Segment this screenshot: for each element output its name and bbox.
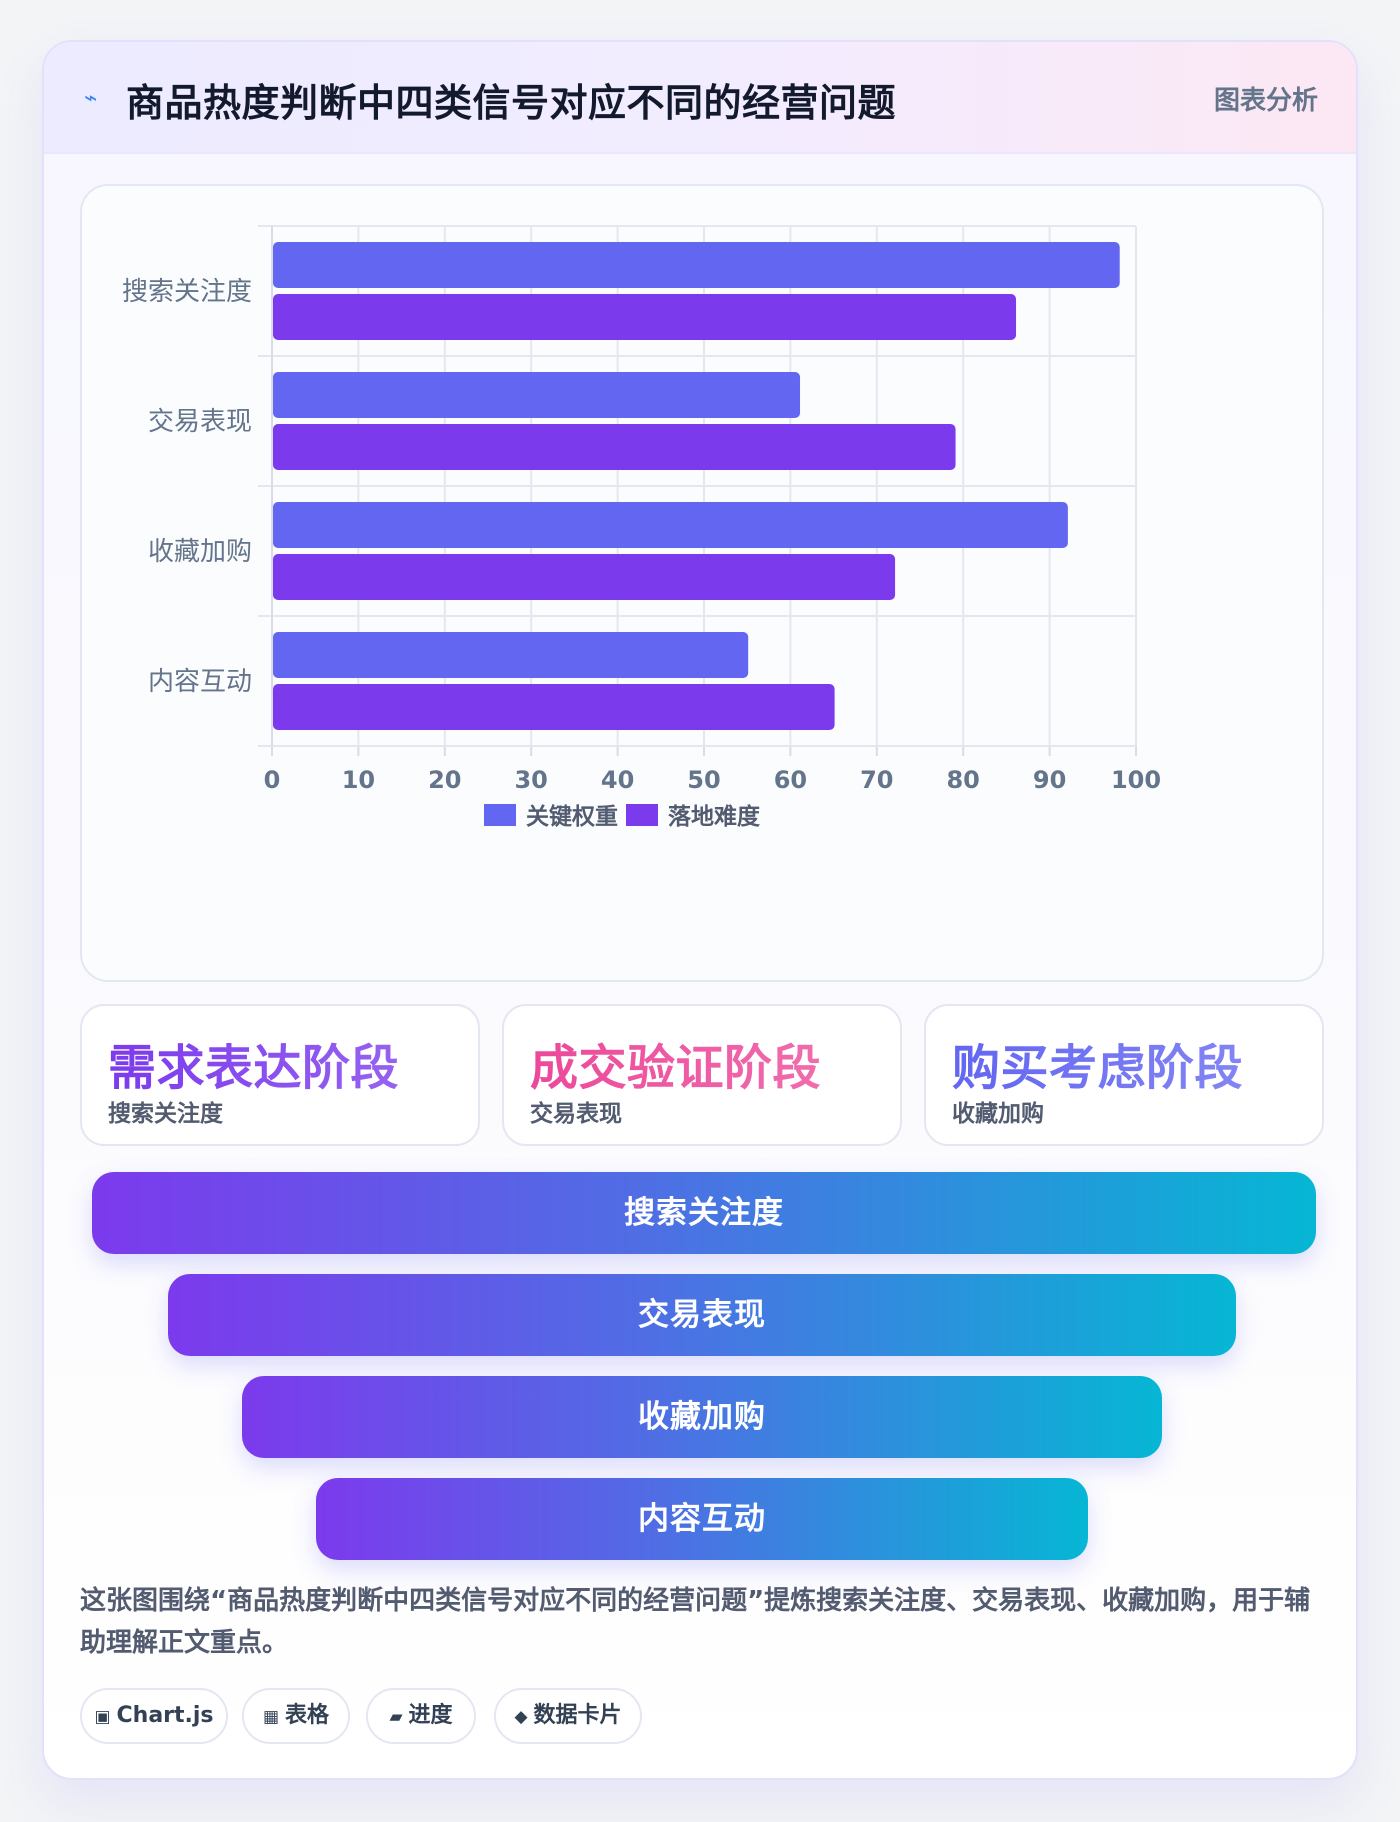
stage-subtitle: 交易表现 xyxy=(530,1101,622,1127)
y-category-label: 内容互动 xyxy=(148,667,252,697)
chip-icon: ▣ xyxy=(94,1707,111,1727)
funnel-bar-1: 搜索关注度 xyxy=(92,1172,1316,1254)
tag-progress[interactable]: ▰ 进度 xyxy=(366,1688,476,1744)
funnel-bar-2: 交易表现 xyxy=(168,1274,1236,1356)
funnel-bar-3: 收藏加购 xyxy=(242,1376,1162,1458)
table-icon: ▦ xyxy=(262,1707,280,1727)
bar-1-2 xyxy=(273,372,801,418)
x-tick-label: 90 xyxy=(1033,766,1066,794)
tag-label: Chart.js xyxy=(116,1703,214,1728)
tag-label: 数据卡片 xyxy=(533,1703,622,1728)
x-tick-label: 40 xyxy=(601,766,634,794)
bar-2-2 xyxy=(273,424,956,470)
y-category-label: 交易表现 xyxy=(148,407,252,437)
x-tick-label: 80 xyxy=(946,766,979,794)
bar-1-3 xyxy=(273,502,1068,548)
tag-label: 进度 xyxy=(408,1703,453,1728)
stage-title: 购买考虑阶段 xyxy=(952,1028,1243,1098)
bar-2-1 xyxy=(273,294,1017,340)
stage-title: 成交验证阶段 xyxy=(530,1028,821,1098)
legend-label: 落地难度 xyxy=(668,803,761,830)
tag-table[interactable]: ▦ 表格 xyxy=(242,1688,350,1744)
x-tick-label: 100 xyxy=(1111,766,1161,794)
lightning-icon: ⌁ xyxy=(84,86,98,111)
funnel-bar-4: 内容互动 xyxy=(316,1478,1088,1560)
x-tick-label: 10 xyxy=(342,766,375,794)
tag-data-card[interactable]: ◆ 数据卡片 xyxy=(494,1688,642,1744)
diamond-icon: ◆ xyxy=(514,1707,528,1727)
bar-2-4 xyxy=(273,684,835,730)
stage-card-2: 成交验证阶段 交易表现 xyxy=(502,1004,902,1146)
bar-2-3 xyxy=(273,554,896,600)
stage-card-3: 购买考虑阶段 收藏加购 xyxy=(924,1004,1324,1146)
x-tick-label: 0 xyxy=(264,766,281,794)
progress-icon: ▰ xyxy=(389,1707,403,1727)
legend-swatch xyxy=(484,804,516,826)
bar-chart: 0 10 20 30 40 50 60 70 80 90 100搜索关注度交易表现收藏加购内容互动 … xyxy=(122,225,1161,830)
legend-swatch xyxy=(626,804,658,826)
y-category-label: 搜索关注度 xyxy=(122,277,252,307)
y-category-label: 收藏加购 xyxy=(148,537,252,567)
stage-card-1: 需求表达阶段 搜索关注度 xyxy=(80,1004,480,1146)
x-tick-label: 60 xyxy=(774,766,807,794)
bar-1-4 xyxy=(273,632,749,678)
stage-subtitle: 搜索关注度 xyxy=(108,1101,223,1127)
chart-card: ⌁ 商品热度判断中四类信号对应不同的经营问题 图表分析 0 10 20 30 40 50 6… xyxy=(42,40,1358,1780)
tag-label: 表格 xyxy=(285,1703,330,1728)
x-tick-label: 20 xyxy=(428,766,461,794)
tag-chartjs[interactable]: ▣ Chart.js xyxy=(80,1688,228,1744)
header-badge: 图表分析 xyxy=(1213,86,1318,116)
x-tick-label: 30 xyxy=(514,766,547,794)
bar-1-1 xyxy=(273,242,1120,288)
legend-label: 关键权重 xyxy=(526,803,618,830)
stage-subtitle: 收藏加购 xyxy=(952,1101,1044,1127)
card-header: ⌁ 商品热度判断中四类信号对应不同的经营问题 图表分析 xyxy=(44,42,1356,154)
summary-text: 这张图围绕“商品热度判断中四类信号对应不同的经营问题”提炼搜索关注度、交易表现、… xyxy=(80,1586,1311,1658)
x-tick-label: 50 xyxy=(687,766,720,794)
chart-container: 0 10 20 30 40 50 60 70 80 90 100 搜索关注度 交易表现 收藏加购 内容互动 … xyxy=(80,184,1324,982)
stage-title: 需求表达阶段 xyxy=(108,1028,399,1098)
x-tick-label: 70 xyxy=(860,766,893,794)
page-title: 商品热度判断中四类信号对应不同的经营问题 xyxy=(126,81,897,125)
